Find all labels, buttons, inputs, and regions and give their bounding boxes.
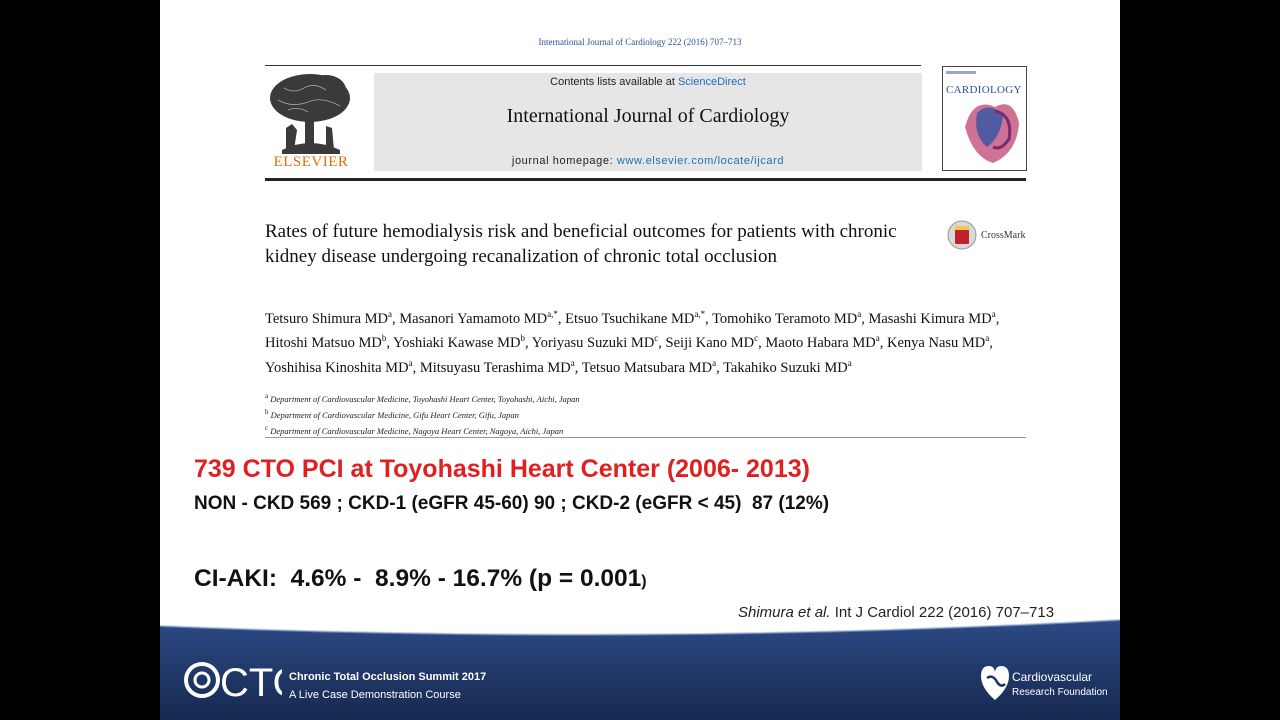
cto-logo-icon: CTO [184, 661, 282, 704]
crossmark-icon[interactable] [946, 220, 1056, 250]
affiliation-text: Department of Cardiovascular Medicine, N… [270, 425, 564, 436]
affiliation-text: Department of Cardiovascular Medicine, G… [270, 409, 519, 420]
author-affiliation-mark: a,* [547, 309, 558, 319]
affiliation-line: c Department of Cardiovascular Medicine,… [265, 422, 1025, 438]
author-affiliation-mark: a [570, 357, 575, 368]
author-affiliation-mark: a [991, 309, 996, 319]
author-list: Tetsuro Shimura MDa, Masanori Yamamoto M… [265, 309, 1000, 376]
crf-name-line1: Cardiovascular [1012, 670, 1093, 684]
cohort-breakdown: NON - CKD 569 ; CKD-1 (eGFR 45-60) 90 ; … [194, 493, 830, 514]
elsevier-wordmark: ELSEVIER [273, 154, 349, 170]
header-top-rule [265, 65, 921, 66]
author-name: Yoshihisa Kinoshita MD [265, 359, 409, 376]
contents-line: Contents lists available at ScienceDirec… [374, 76, 922, 88]
cover-title: CARDIOLOGY [946, 84, 1022, 96]
affiliation-mark: a [265, 392, 269, 400]
affiliation-line: a Department of Cardiovascular Medicine,… [265, 390, 1025, 406]
author-name: Masashi Kimura MD [868, 310, 992, 327]
affiliation-mark: b [265, 407, 269, 416]
author-affiliation-mark: a [875, 333, 880, 344]
summit-subtitle: A Live Case Demonstration Course [289, 689, 461, 701]
homepage-prefix: journal homepage: [511, 155, 617, 167]
elsevier-tree-logo [270, 74, 350, 154]
author-name: Masanori Yamamoto MD [399, 310, 548, 327]
journal-reference: International Journal of Cardiology 222 … [538, 37, 742, 47]
author-affiliation-mark: b [381, 333, 387, 344]
author-affiliation-mark: c [754, 333, 759, 344]
author-name: Mitsuyasu Terashima MD [419, 359, 571, 376]
author-name: Tomohiko Teramoto MD [712, 310, 858, 327]
paper-title: Rates of future hemodialysis risk and be… [265, 221, 897, 267]
author-affiliation-mark: a [847, 357, 852, 368]
author-affiliation-mark: c [654, 333, 659, 344]
author-name: Kenya Nasu MD [887, 335, 986, 352]
cto-logo-text: CTO [220, 661, 282, 704]
author-name: Etsuo Tsuchikane MD [565, 310, 695, 327]
affiliation-line: b Department of Cardiovascular Medicine,… [265, 406, 1025, 422]
ci-aki-close-paren: ) [641, 573, 647, 590]
journal-header-box: Contents lists available at ScienceDirec… [374, 73, 922, 171]
footer-band [160, 619, 1120, 720]
author-name: Tetsuo Matsubara MD [581, 359, 713, 376]
author-affiliation-mark: a [388, 309, 393, 319]
journal-cover: CARDIOLOGY [942, 66, 1027, 171]
ci-aki-main: CI-AKI: 4.6% - 8.9% - 16.7% (p = 0.001 [194, 565, 642, 592]
crf-name-line2: Research Foundation [1012, 687, 1108, 698]
author-name: Yoshiaki Kawase MD [393, 335, 521, 352]
author-affiliation-mark: a [408, 357, 413, 368]
author-name: Hitoshi Matsuo MD [265, 335, 382, 352]
journal-homepage: journal homepage: www.elsevier.com/locat… [374, 155, 922, 167]
affiliation-list: a Department of Cardiovascular Medicine,… [265, 390, 1025, 437]
author-affiliation-mark: a,* [694, 309, 706, 319]
author-affiliation-mark: a [712, 357, 717, 368]
affiliation-text: Department of Cardiovascular Medicine, T… [270, 393, 580, 404]
author-name: Takahiko Suzuki MD [723, 359, 848, 376]
study-heading: 739 CTO PCI at Toyohashi Heart Center (2… [194, 455, 810, 483]
author-affiliation-mark: b [520, 333, 525, 344]
slide: International Journal of Cardiology 222 … [160, 0, 1120, 720]
cover-heart-image [946, 71, 1019, 163]
homepage-url[interactable]: www.elsevier.com/locate/ijcard [616, 155, 785, 167]
ci-aki-result: CI-AKI: 4.6% - 8.9% - 16.7% (p = 0.001) [194, 565, 647, 593]
author-name: Seiji Kano MD [665, 335, 755, 352]
citation: Shimura et al. Int J Cardiol 222 (2016) … [738, 604, 1054, 621]
summit-title: Chronic Total Occlusion Summit 2017 [289, 671, 487, 683]
author-name: Tetsuro Shimura MD [265, 310, 389, 327]
author-name: Yoriyasu Suzuki MD [531, 335, 655, 352]
affiliation-mark: c [265, 423, 269, 432]
header-bottom-rule [265, 178, 1026, 181]
journal-name: International Journal of Cardiology [506, 105, 790, 127]
sciencedirect-link[interactable]: ScienceDirect [677, 76, 746, 88]
author-affiliation-mark: a [985, 333, 990, 344]
author-affiliation-mark: a [857, 309, 862, 319]
affiliation-rule [265, 437, 1026, 438]
crf-heart-icon [981, 666, 1009, 700]
citation-source: Int J Cardiol 222 (2016) 707–713 [830, 604, 1055, 621]
contents-prefix: Contents lists available at [550, 76, 678, 88]
crossmark-label: CrossMark [981, 230, 1026, 241]
citation-authors: Shimura et al. [738, 604, 831, 621]
author-name: Maoto Habara MD [765, 335, 876, 352]
